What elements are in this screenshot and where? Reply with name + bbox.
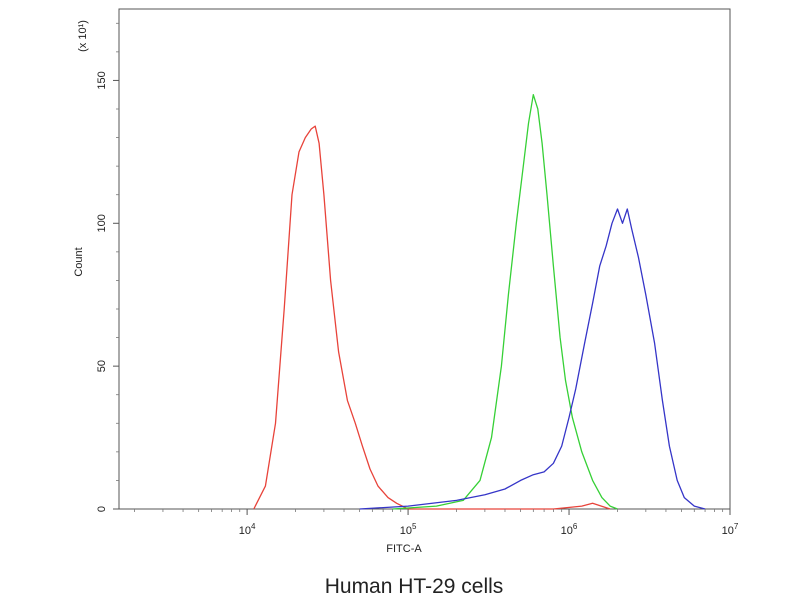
x-axis-ticks: 104 105 106 107 — [134, 509, 739, 537]
series-layer — [253, 94, 706, 510]
x-tick-base: 10 — [722, 525, 734, 537]
x-tick-exponent: 4 — [251, 522, 256, 531]
histogram-series-1 — [253, 125, 611, 510]
figure-caption: Human HT-29 cells — [325, 575, 504, 598]
plot-frame — [118, 8, 731, 510]
x-axis-title: FITC-A — [386, 543, 422, 555]
x-tick-base: 10 — [239, 525, 251, 537]
y-tick-label: 50 — [96, 360, 108, 372]
histogram-series-3 — [359, 208, 706, 510]
y-tick-label: 150 — [96, 71, 108, 89]
x-tick-base: 10 — [400, 525, 412, 537]
y-multiplier-label: (x 10¹) — [77, 20, 89, 52]
x-tick-base: 10 — [561, 525, 573, 537]
x-tick-label: 105 — [400, 522, 417, 537]
histogram-series-2 — [392, 94, 618, 510]
x-tick-exponent: 5 — [412, 522, 417, 531]
x-tick-label: 106 — [561, 522, 578, 537]
x-tick-exponent: 6 — [573, 522, 578, 531]
y-axis-ticks: 0 50 100 150 — [96, 22, 119, 512]
x-tick-exponent: 7 — [734, 522, 739, 531]
x-tick-label: 107 — [722, 522, 739, 537]
y-axis-title: Count — [73, 247, 85, 276]
y-tick-label: 0 — [96, 506, 108, 512]
y-tick-label: 100 — [96, 214, 108, 232]
x-tick-label: 104 — [239, 522, 256, 537]
